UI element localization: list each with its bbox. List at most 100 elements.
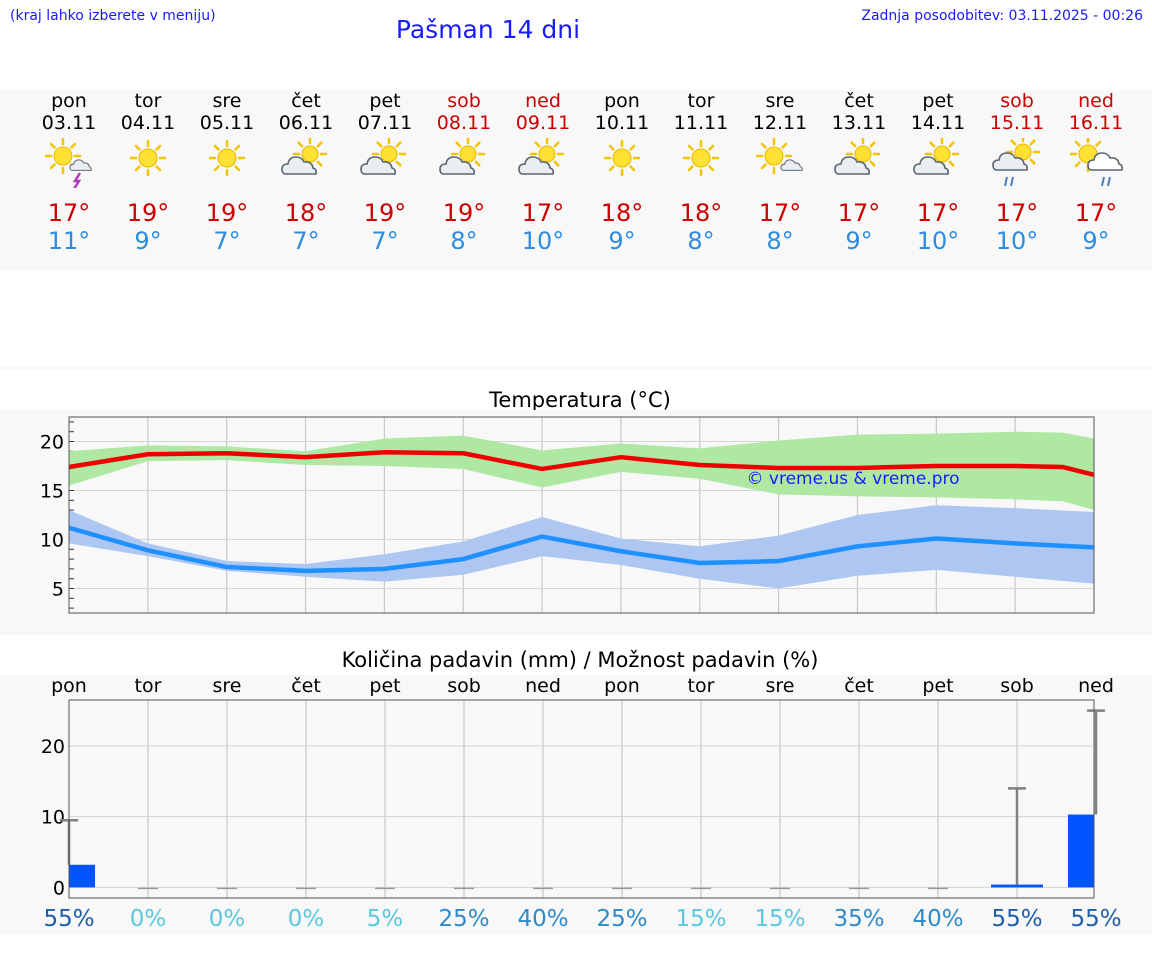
- day-date: 13.11: [831, 112, 887, 134]
- precip-probability: 0%: [288, 906, 325, 932]
- x-day-label: pon: [51, 675, 87, 697]
- day-date: 05.11: [199, 112, 255, 134]
- watermark: © vreme.us & vreme.pro: [746, 469, 959, 489]
- plot-area: [69, 700, 1094, 898]
- y-tick-label: 5: [52, 579, 64, 601]
- temp-max: 19°: [126, 199, 170, 227]
- temp-min: 7°: [292, 227, 320, 255]
- precip-probability: 0%: [209, 906, 246, 932]
- forecast-band: [0, 90, 1152, 270]
- temp-max: 19°: [442, 199, 486, 227]
- day-name: tor: [687, 90, 715, 112]
- temp-max: 17°: [837, 199, 881, 227]
- temp-min: 11°: [47, 227, 91, 255]
- partly-cloudy-icon: [360, 138, 407, 175]
- sun-small-cloud-icon: [755, 138, 803, 175]
- x-day-label: sob: [1000, 675, 1034, 697]
- partly-cloudy-icon: [834, 138, 881, 175]
- partly-cloudy-icon: [913, 138, 960, 175]
- plot-frame: [68, 416, 1095, 614]
- day-name: sob: [447, 90, 481, 112]
- day-date: 12.11: [752, 112, 808, 134]
- plot-frame: [68, 699, 1095, 899]
- temp-min: 8°: [766, 227, 794, 255]
- day-date: 08.11: [436, 112, 492, 134]
- temperature-chart: 5 10 15 20 © vreme.us & vreme.pro: [40, 416, 1095, 614]
- temp-max: 17°: [758, 199, 802, 227]
- temp-min: 10°: [995, 227, 1039, 255]
- precip-probability: 0%: [130, 906, 167, 932]
- day-date: 15.11: [989, 112, 1045, 134]
- x-day-label: čet: [291, 675, 321, 697]
- day-date: 16.11: [1068, 112, 1124, 134]
- temp-max: 18°: [600, 199, 644, 227]
- partly-cloudy-icon: [439, 138, 486, 175]
- min-temp-range-band: [69, 505, 1094, 589]
- precip-probability: 55%: [991, 906, 1042, 932]
- forecast-days: pon 03.11 17° 11° tor 04.11 19° 9° sre 05.11 19° 7°…: [0, 0, 1152, 270]
- y-tick-label: 10: [40, 530, 64, 552]
- day-name: sre: [765, 90, 795, 112]
- temp-min: 8°: [450, 227, 478, 255]
- precip-probability: 25%: [596, 906, 647, 932]
- temp-max: 17°: [916, 199, 960, 227]
- day-date: 07.11: [357, 112, 413, 134]
- x-day-label: pet: [369, 675, 400, 697]
- day-name: pon: [51, 90, 87, 112]
- temp-max: 17°: [1074, 199, 1118, 227]
- precip-probability: 55%: [43, 906, 94, 932]
- day-name: pet: [922, 90, 954, 112]
- x-day-label: pet: [922, 675, 953, 697]
- temp-max: 17°: [521, 199, 565, 227]
- temp-max: 17°: [995, 199, 1039, 227]
- precip-probability: 40%: [912, 906, 963, 932]
- temp-min: 9°: [608, 227, 636, 255]
- day-date: 06.11: [278, 112, 334, 134]
- precip-chart-title: Količina padavin (mm) / Možnost padavin …: [341, 648, 819, 672]
- day-date: 04.11: [120, 112, 176, 134]
- temp-min: 10°: [521, 227, 565, 255]
- sun-rain-cloud-icon: [1069, 138, 1123, 187]
- x-day-label: čet: [844, 675, 874, 697]
- temp-min: 7°: [213, 227, 241, 255]
- temp-min: 9°: [134, 227, 162, 255]
- y-tick-label: 10: [41, 807, 65, 829]
- sun-icon: [129, 139, 167, 177]
- partly-cloudy-rain-icon: [992, 138, 1041, 187]
- precip-probability: 35%: [833, 906, 884, 932]
- x-day-label: ned: [1078, 675, 1114, 697]
- temp-max: 19°: [363, 199, 407, 227]
- precip-bar: [991, 884, 1043, 888]
- day-name: sre: [212, 90, 242, 112]
- day-date: 11.11: [673, 112, 729, 134]
- y-tick-label: 15: [40, 481, 64, 503]
- temp-min: 7°: [371, 227, 399, 255]
- separator-band: [0, 366, 1152, 370]
- x-day-label: sre: [213, 675, 242, 697]
- min-temp-line: [68, 525, 1095, 574]
- precip-probability: 55%: [1070, 906, 1121, 932]
- day-date: 09.11: [515, 112, 571, 134]
- precip-bar: [1068, 814, 1094, 888]
- sun-icon: [682, 139, 720, 177]
- x-day-label: ned: [525, 675, 561, 697]
- temp-max: 18°: [284, 199, 328, 227]
- page-title: Pašman 14 dni: [395, 15, 581, 44]
- temp-min: 10°: [916, 227, 960, 255]
- precip-probability: 15%: [675, 906, 726, 932]
- sun-thunderstorm-icon: [44, 138, 92, 188]
- temp-min: 9°: [1082, 227, 1110, 255]
- temp-min: 9°: [845, 227, 873, 255]
- temp-max: 18°: [679, 199, 723, 227]
- temp-min: 8°: [687, 227, 715, 255]
- last-updated: Zadnja posodobitev: 03.11.2025 - 00:26: [861, 8, 1143, 24]
- day-name: sob: [1000, 90, 1034, 112]
- day-name: pet: [369, 90, 401, 112]
- precip-probability: 25%: [438, 906, 489, 932]
- sun-icon: [603, 139, 641, 177]
- x-day-label: sob: [447, 675, 481, 697]
- precip-probability: 5%: [367, 906, 404, 932]
- day-name: ned: [525, 90, 561, 112]
- day-name: pon: [604, 90, 640, 112]
- day-name: čet: [291, 90, 321, 112]
